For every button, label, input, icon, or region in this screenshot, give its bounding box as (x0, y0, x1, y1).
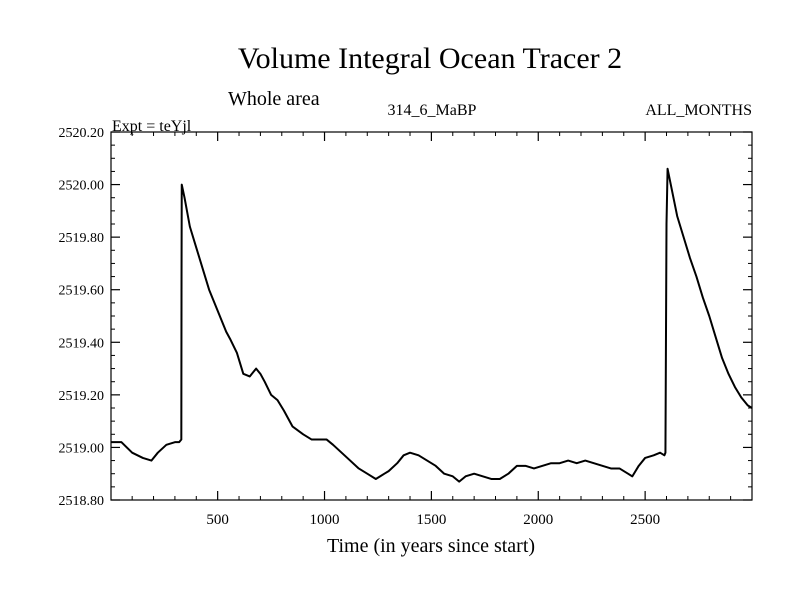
y-tick-label: 2519.20 (59, 389, 105, 404)
x-tick-label: 500 (206, 512, 229, 528)
x-tick-label: 1000 (310, 512, 340, 528)
x-tick-label: 2500 (630, 512, 660, 528)
period-label: 314_6_MaBP (388, 102, 477, 119)
x-axis-label: Time (in years since start) (327, 535, 535, 557)
x-tick-label: 1500 (416, 512, 446, 528)
plot-frame (110, 131, 753, 501)
y-tick-label: 2520.00 (59, 179, 105, 194)
chart-subtitle: Whole area (228, 88, 320, 110)
experiment-label: Expt = teYjl (112, 118, 192, 135)
series-line (111, 167, 753, 483)
chart-title: Volume Integral Ocean Tracer 2 (238, 42, 622, 75)
y-tick-label: 2519.00 (59, 441, 105, 456)
x-axis-ticks: 500 1000 1500 2000 2500 (131, 132, 732, 528)
y-tick-label: 2519.40 (59, 336, 105, 351)
y-tick-label: 2520.20 (59, 126, 105, 141)
x-tick-label: 2000 (523, 512, 553, 528)
y-tick-label: 2518.80 (59, 494, 105, 509)
y-tick-label: 2519.60 (59, 284, 105, 299)
months-label: ALL_MONTHS (645, 102, 752, 119)
y-tick-label: 2519.80 (59, 231, 105, 246)
y-axis-ticks: 2518.80 2519.00 2519.20 2519.40 2519.60 2519.… (59, 126, 752, 509)
